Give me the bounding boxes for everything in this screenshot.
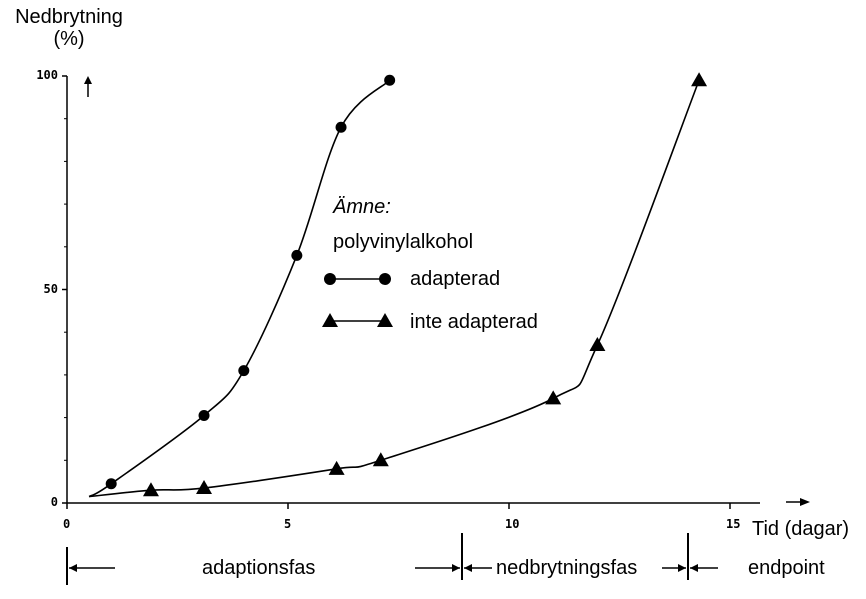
x-tick-label: 10 bbox=[505, 517, 520, 531]
data-point-adapterad bbox=[105, 478, 117, 490]
series-line-inte-adapterad bbox=[89, 79, 700, 498]
y-axis-arrow-head bbox=[84, 76, 92, 84]
y-axis-title: Nedbrytning (%) bbox=[4, 6, 134, 50]
legend-marker-inte-adapterad bbox=[322, 313, 338, 327]
legend-marker-adapterad bbox=[379, 273, 391, 285]
y-tick-label: 100 bbox=[36, 68, 58, 82]
legend-label-adapterad: adapterad bbox=[410, 268, 501, 290]
markers bbox=[105, 72, 708, 497]
legend-title: Ämne: bbox=[333, 196, 391, 218]
phase-arrowhead bbox=[69, 564, 77, 572]
y-tick-label: 0 bbox=[50, 495, 58, 509]
data-point-inte-adapterad bbox=[372, 452, 389, 467]
y-axis-label: Nedbrytning bbox=[15, 6, 123, 28]
legend-marker-adapterad bbox=[324, 273, 336, 285]
axes bbox=[62, 75, 810, 509]
legend-graphics bbox=[322, 273, 393, 327]
data-point-adapterad bbox=[238, 365, 250, 377]
series-line-adapterad bbox=[88, 79, 391, 498]
data-point-inte-adapterad bbox=[142, 482, 159, 497]
x-axis-label: Tid (dagar) bbox=[752, 518, 850, 540]
x-tick-label: 15 bbox=[726, 517, 741, 531]
data-point-adapterad bbox=[335, 121, 347, 133]
data-point-adapterad bbox=[384, 74, 396, 86]
data-point-adapterad bbox=[291, 249, 303, 261]
legend-subtitle: polyvinylalkohol bbox=[333, 231, 474, 253]
phase-label-endpoint: endpoint bbox=[748, 557, 825, 579]
phase-label-adaption: adaptionsfas bbox=[202, 557, 316, 579]
phase-arrowhead bbox=[678, 564, 686, 572]
data-point-inte-adapterad bbox=[328, 460, 345, 475]
data-point-adapterad bbox=[198, 409, 210, 421]
phase-arrowhead bbox=[452, 564, 460, 572]
x-tick-label: 0 bbox=[63, 517, 71, 531]
curves bbox=[88, 79, 700, 498]
data-point-inte-adapterad bbox=[196, 480, 213, 495]
legend-marker-inte-adapterad bbox=[377, 313, 393, 327]
phase-label-nedbrytning: nedbrytningsfas bbox=[496, 557, 638, 579]
data-point-inte-adapterad bbox=[589, 337, 606, 352]
legend-label-inte-adapterad: inte adapterad bbox=[410, 311, 538, 333]
x-tick-label: 5 bbox=[284, 517, 292, 531]
x-axis-arrow-head bbox=[800, 498, 810, 506]
phase-arrowhead bbox=[690, 564, 698, 572]
data-point-inte-adapterad bbox=[691, 72, 708, 87]
phase-graphics bbox=[66, 533, 718, 585]
phase-arrowhead bbox=[464, 564, 472, 572]
y-tick-label: 50 bbox=[43, 281, 58, 296]
y-axis-unit: (%) bbox=[53, 28, 85, 50]
data-point-inte-adapterad bbox=[545, 390, 562, 405]
